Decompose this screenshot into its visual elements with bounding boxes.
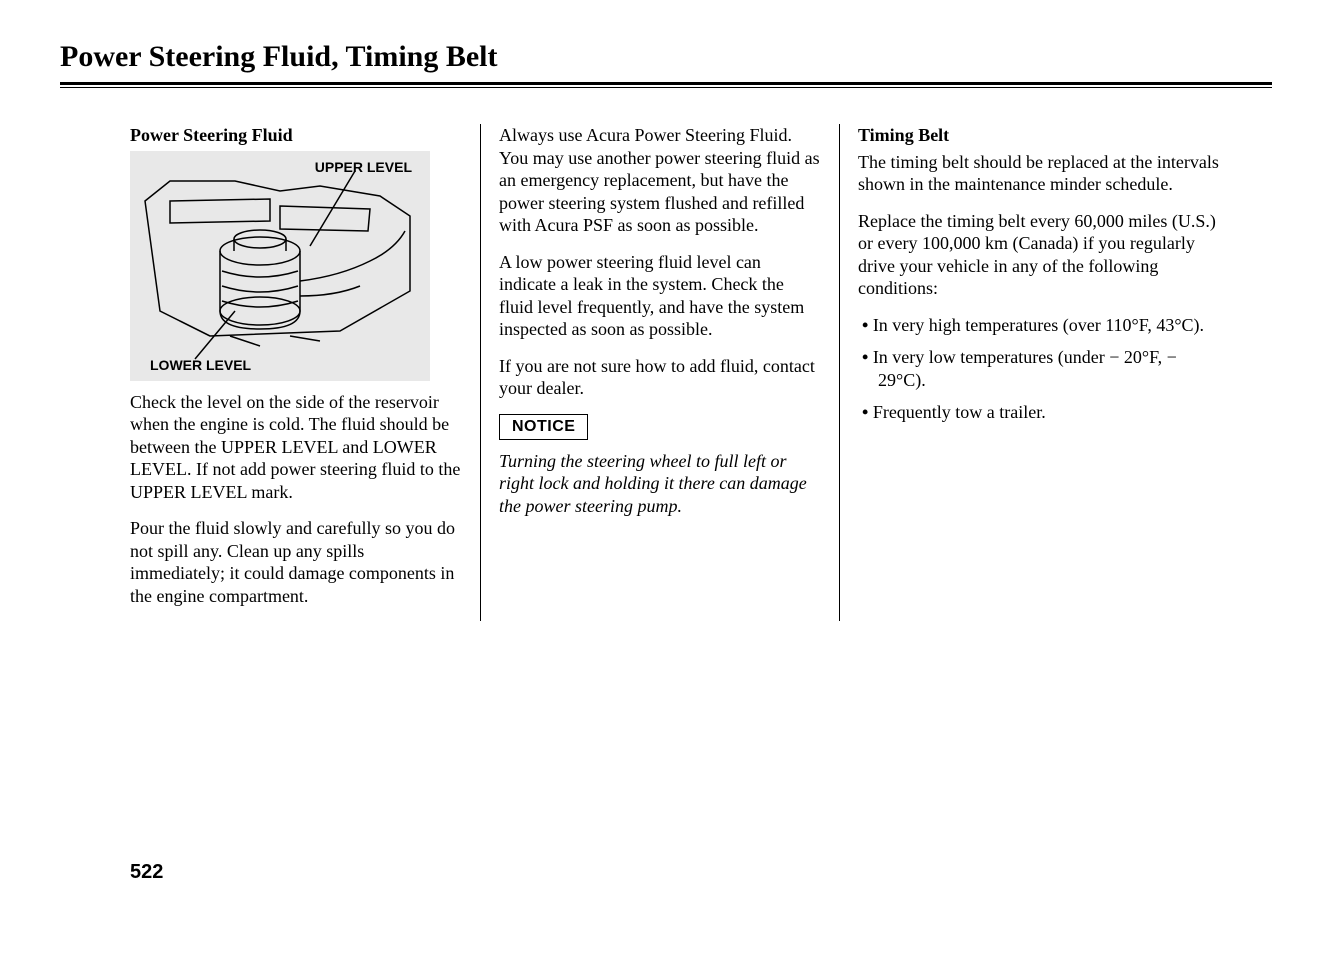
col2-para3: If you are not sure how to add fluid, co… <box>499 355 821 400</box>
column-2: Always use Acura Power Steering Fluid. Y… <box>480 124 840 621</box>
engine-diagram-svg <box>140 161 420 361</box>
col2-para1: Always use Acura Power Steering Fluid. Y… <box>499 124 821 237</box>
lower-level-label: LOWER LEVEL <box>150 357 251 375</box>
notice-text: Turning the steering wheel to full left … <box>499 450 821 518</box>
timing-belt-heading: Timing Belt <box>858 124 1220 147</box>
column-1: Power Steering Fluid UPPER LEVEL <box>130 124 480 621</box>
reservoir-diagram: UPPER LEVEL <box>130 151 430 381</box>
col1-para2: Pour the fluid slowly and carefully so y… <box>130 517 462 607</box>
condition-tow: Frequently tow a trailer. <box>862 401 1220 424</box>
page-title: Power Steering Fluid, Timing Belt <box>60 40 1272 74</box>
col1-para1: Check the level on the side of the reser… <box>130 391 462 504</box>
col2-para2: A low power steering fluid level can ind… <box>499 251 821 341</box>
col3-para2: Replace the timing belt every 60,000 mil… <box>858 210 1220 300</box>
upper-level-label: UPPER LEVEL <box>315 159 412 177</box>
content-columns: Power Steering Fluid UPPER LEVEL <box>60 124 1272 621</box>
condition-low-temp: In very low temperatures (under − 20°F, … <box>862 346 1220 391</box>
notice-box: NOTICE <box>499 414 588 440</box>
ps-fluid-heading: Power Steering Fluid <box>130 124 462 147</box>
conditions-list: In very high temperatures (over 110°F, 4… <box>858 314 1220 424</box>
col3-para1: The timing belt should be replaced at th… <box>858 151 1220 196</box>
title-rule <box>60 82 1272 88</box>
condition-high-temp: In very high temperatures (over 110°F, 4… <box>862 314 1220 337</box>
column-3: Timing Belt The timing belt should be re… <box>840 124 1220 621</box>
page-number: 522 <box>130 861 163 884</box>
